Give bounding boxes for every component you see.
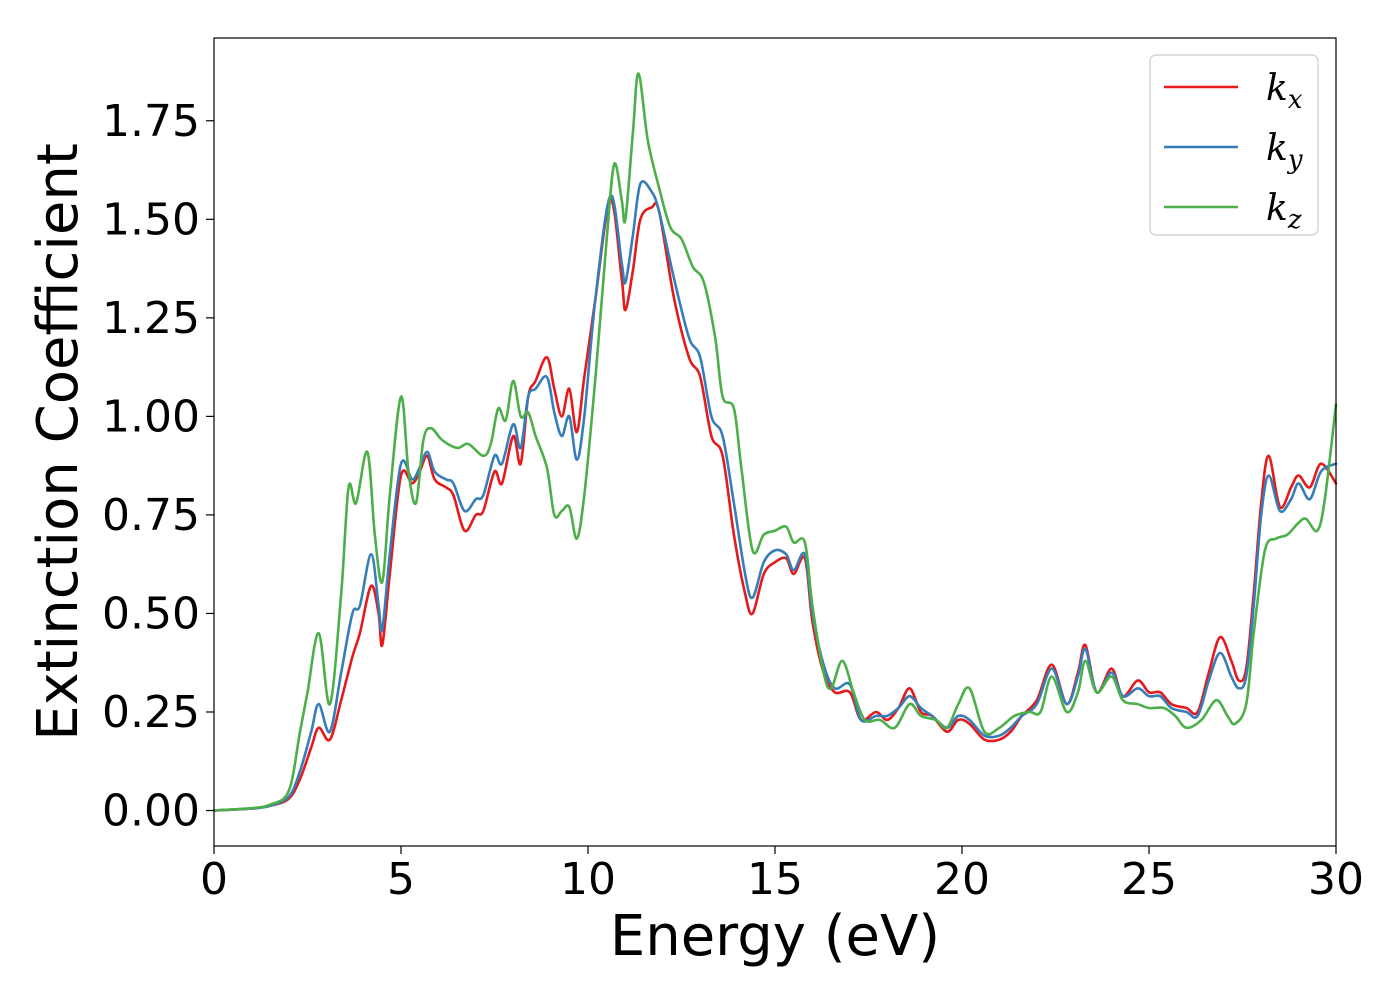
y-axis-label: Extinction Coefficient <box>26 143 91 741</box>
legend-label-kz: kz <box>1266 188 1302 235</box>
y-tick-label: 1.50 <box>102 194 200 245</box>
y-tick-label: 1.75 <box>102 96 200 147</box>
x-tick-label: 25 <box>1121 854 1177 905</box>
x-tick-label: 10 <box>560 854 616 905</box>
y-tick-label: 1.25 <box>102 293 200 344</box>
series-line-kz <box>212 72 1338 812</box>
legend-label-kx: kx <box>1266 68 1303 115</box>
x-tick-label: 15 <box>747 854 803 905</box>
x-tick-label: 30 <box>1308 854 1364 905</box>
x-tick-label: 20 <box>934 854 990 905</box>
x-tick-label: 0 <box>200 854 228 905</box>
y-tick-label: 0.75 <box>102 490 200 541</box>
legend: kx ky kz <box>1149 54 1319 236</box>
legend-label-ky: ky <box>1266 128 1303 175</box>
y-tick-label: 0.50 <box>102 588 200 639</box>
legend-box <box>1149 54 1319 236</box>
y-tick-label: 0.25 <box>102 687 200 738</box>
y-axis: 0.00 0.25 0.50 0.75 1.00 1.25 1.50 1.75 <box>102 96 214 837</box>
y-tick-label: 0.00 <box>102 786 200 837</box>
x-axis: 0 5 10 15 20 25 30 <box>200 846 1364 905</box>
x-tick-label: 5 <box>387 854 415 905</box>
series-lines <box>212 72 1338 812</box>
x-axis-label: Energy (eV) <box>610 904 940 969</box>
y-tick-label: 1.00 <box>102 391 200 442</box>
